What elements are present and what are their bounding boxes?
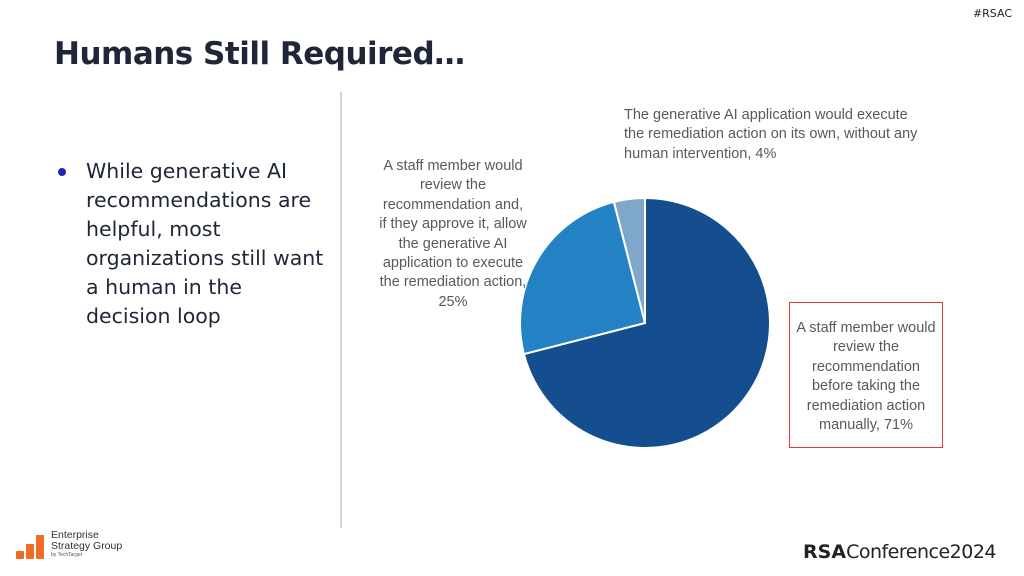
esg-logo-line3: by TechTarget <box>51 552 83 558</box>
slice-label-4pct: The generative AI application would exec… <box>624 107 918 162</box>
pie-slices <box>519 196 771 449</box>
bullet-item: While generative AI recommendations are … <box>58 157 328 331</box>
esg-bars-icon <box>16 535 44 559</box>
bullet-dot-icon <box>58 168 66 176</box>
pie-slice-4pct <box>612 196 646 324</box>
pie-slice-71pct <box>522 196 771 449</box>
slice-label-71pct-highlighted: A staff member would review the recommen… <box>789 302 943 448</box>
rsac-logo-year: 2024 <box>949 541 997 563</box>
hashtag-label: #RSAC <box>972 7 1012 20</box>
slide-title: Humans Still Required… <box>54 36 465 72</box>
pie-slice-25pct <box>519 200 647 356</box>
vertical-divider <box>340 92 342 528</box>
esg-logo-line2: Strategy Group <box>51 540 123 552</box>
rsac-logo-bold: RSA <box>803 541 847 563</box>
esg-logo-line1: Enterprise <box>51 529 99 541</box>
rsac-logo-rest: Conference <box>846 541 950 563</box>
bullet-text: While generative AI recommendations are … <box>86 159 324 328</box>
esg-logo: Enterprise Strategy Group by TechTarget <box>16 530 122 559</box>
slice-label-25pct: A staff member would review the recommen… <box>379 158 527 310</box>
rsac-conference-logo: RSAConference2024 <box>803 541 996 563</box>
bullet-list: While generative AI recommendations are … <box>58 157 328 331</box>
